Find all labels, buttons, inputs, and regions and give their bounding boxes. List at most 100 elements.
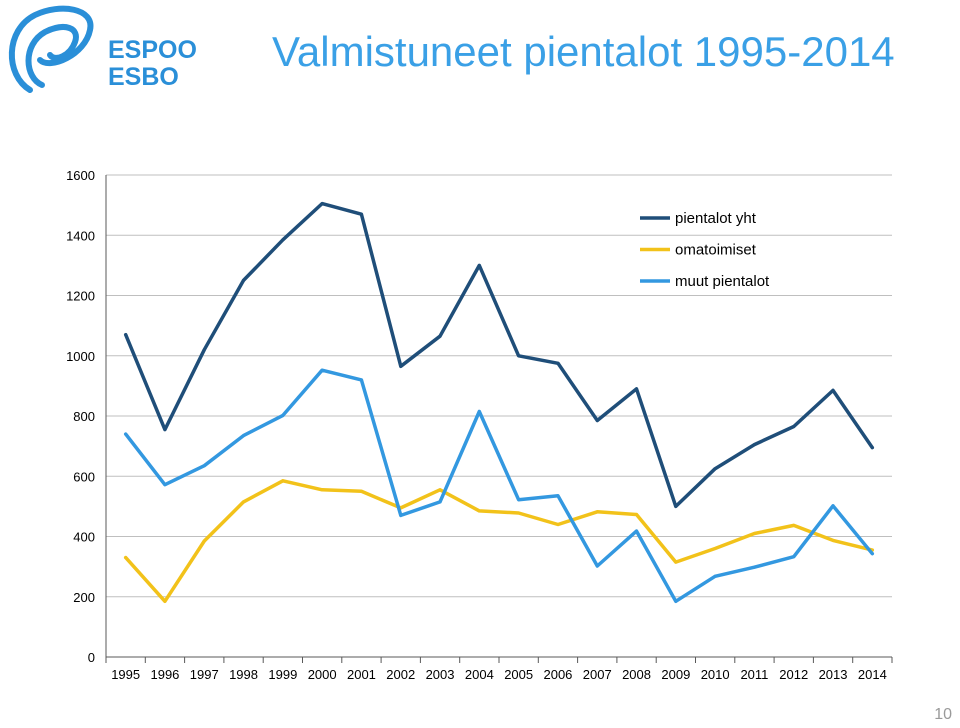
- y-tick-label-400: 400: [73, 530, 95, 545]
- x-tick-label-2007: 2007: [583, 667, 612, 682]
- point-s2-2002: [399, 513, 403, 517]
- point-s0-2008: [635, 387, 639, 391]
- point-s2-2012: [792, 555, 796, 559]
- y-tick-label-600: 600: [73, 469, 95, 484]
- point-s2-1998: [242, 434, 246, 438]
- point-s2-2010: [713, 574, 717, 578]
- y-tick-label-800: 800: [73, 409, 95, 424]
- y-tick-label-1400: 1400: [66, 228, 95, 243]
- x-tick-label-2001: 2001: [347, 667, 376, 682]
- x-tick-label-1999: 1999: [268, 667, 297, 682]
- y-tick-label-0: 0: [88, 650, 95, 665]
- point-s1-2011: [752, 531, 756, 535]
- x-tick-label-2013: 2013: [819, 667, 848, 682]
- slide-title: Valmistuneet pientalot 1995-2014: [272, 28, 895, 75]
- x-tick-label-1997: 1997: [190, 667, 219, 682]
- point-s1-2004: [477, 509, 481, 513]
- logo-text-esbo: ESBO: [108, 63, 179, 91]
- x-tick-label-2012: 2012: [779, 667, 808, 682]
- legend-label-1: omatoimiset: [675, 242, 757, 259]
- point-s1-1997: [202, 539, 206, 543]
- point-s1-2005: [517, 511, 521, 515]
- point-s0-2011: [752, 443, 756, 447]
- x-tick-label-2005: 2005: [504, 667, 533, 682]
- x-tick-label-2008: 2008: [622, 667, 651, 682]
- series-line-0: [123, 201, 875, 509]
- y-tick-label-1000: 1000: [66, 349, 95, 364]
- point-s1-2010: [713, 547, 717, 551]
- x-tick-label-2000: 2000: [308, 667, 337, 682]
- point-s1-1995: [124, 556, 128, 560]
- x-tick-label-1995: 1995: [111, 667, 140, 682]
- point-s0-2012: [792, 425, 796, 429]
- point-s1-2009: [674, 560, 678, 564]
- point-s1-2000: [320, 488, 324, 492]
- x-tick-label-2009: 2009: [661, 667, 690, 682]
- logo-swirl-outer: [8, 5, 94, 93]
- point-s1-2003: [438, 488, 442, 492]
- legend-label-2: muut pientalot: [675, 273, 770, 290]
- x-tick-label-2002: 2002: [386, 667, 415, 682]
- x-tick-label-2006: 2006: [543, 667, 572, 682]
- point-s2-2003: [438, 500, 442, 504]
- page-number: 10: [934, 706, 952, 723]
- point-s1-2001: [359, 489, 363, 493]
- point-s2-2006: [556, 494, 560, 498]
- point-s2-2009: [674, 599, 678, 603]
- x-tick-label-2003: 2003: [426, 667, 455, 682]
- point-s0-2014: [870, 446, 874, 450]
- point-s0-1999: [281, 238, 285, 242]
- x-tick-label-2010: 2010: [701, 667, 730, 682]
- series-line-2: [123, 368, 875, 604]
- legend-label-0: pientalot yht: [675, 210, 757, 227]
- logo-swirl-inner: [25, 24, 79, 88]
- point-s0-2013: [831, 388, 835, 392]
- point-s0-2004: [477, 263, 481, 267]
- point-s1-1998: [242, 500, 246, 504]
- point-s1-2013: [831, 538, 835, 542]
- point-s2-1999: [281, 413, 285, 417]
- point-s0-2007: [595, 419, 599, 423]
- y-tick-label-1600: 1600: [66, 168, 95, 183]
- point-s1-1999: [281, 479, 285, 483]
- point-s0-2010: [713, 467, 717, 471]
- point-s0-2005: [517, 354, 521, 358]
- point-s1-1996: [163, 599, 167, 603]
- point-s0-1997: [202, 348, 206, 352]
- point-s2-2001: [359, 378, 363, 382]
- point-s1-2006: [556, 522, 560, 526]
- point-s0-1996: [163, 428, 167, 432]
- point-s2-1995: [124, 432, 128, 436]
- point-s2-2011: [752, 565, 756, 569]
- point-s1-2012: [792, 523, 796, 527]
- point-s2-2004: [477, 409, 481, 413]
- point-s0-2000: [320, 202, 324, 206]
- point-s2-2000: [320, 368, 324, 372]
- point-s2-2008: [635, 529, 639, 533]
- point-s2-2014: [870, 552, 874, 556]
- x-tick-label-2011: 2011: [740, 667, 768, 682]
- point-s1-2008: [635, 513, 639, 517]
- point-s2-2007: [595, 564, 599, 568]
- y-tick-label-1200: 1200: [66, 289, 95, 304]
- series-line-1: [123, 479, 875, 604]
- point-s2-2005: [517, 498, 521, 502]
- point-s0-1998: [242, 278, 246, 282]
- logo-text-espoo: ESPOO: [108, 36, 197, 64]
- y-tick-label-200: 200: [73, 590, 95, 605]
- espoo-logo: ESPOO ESBO: [8, 5, 197, 93]
- point-s0-2001: [359, 212, 363, 216]
- x-tick-label-1996: 1996: [150, 667, 179, 682]
- point-s0-2009: [674, 504, 678, 508]
- point-s2-1997: [202, 464, 206, 468]
- x-tick-label-2014: 2014: [858, 667, 887, 682]
- point-s2-2013: [831, 504, 835, 508]
- point-s2-1996: [163, 483, 167, 487]
- x-tick-label-2004: 2004: [465, 667, 494, 682]
- point-s0-2003: [438, 334, 442, 338]
- x-tick-label-1998: 1998: [229, 667, 258, 682]
- point-s0-2002: [399, 364, 403, 368]
- point-s0-1995: [124, 333, 128, 337]
- point-s0-2006: [556, 361, 560, 365]
